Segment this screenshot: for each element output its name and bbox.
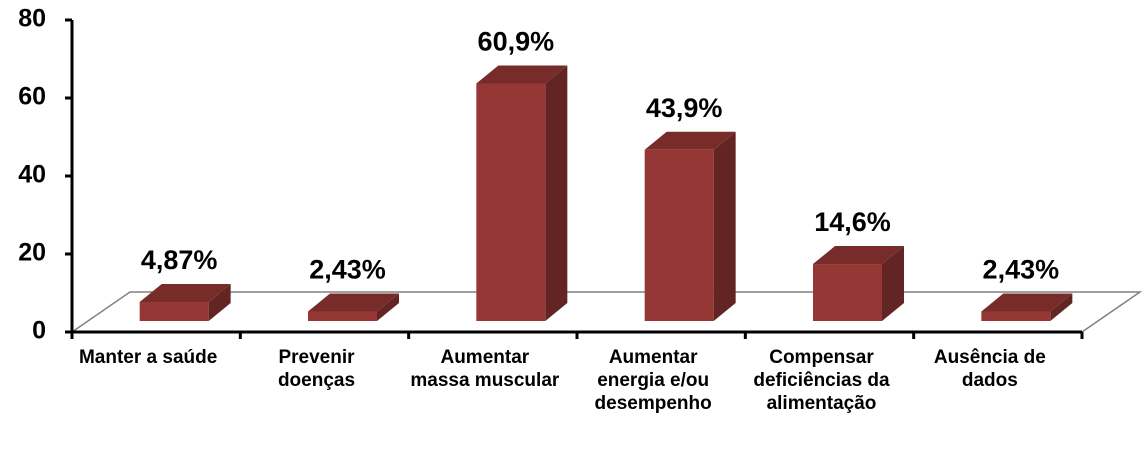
bar [981,311,1051,321]
x-tick-label: Aumentar energia e/ou desempenho [594,347,712,414]
bar [476,83,546,322]
bar-top [139,284,231,303]
bar-top [308,293,399,312]
bar-top [981,293,1073,312]
bar-side [208,284,231,321]
y-tick-label: 40 [18,161,46,189]
x-tick-label: Compensar deficiências da alimentação [753,347,890,414]
data-label: 43,9% [646,93,723,123]
bar-top [476,65,568,84]
bar-side [882,246,904,321]
y-tick-label: 20 [18,239,46,267]
data-label: 60,9% [478,27,555,57]
x-tick-label: Manter a saúde [78,347,218,368]
bar [813,264,882,321]
data-label: 2,43% [309,255,386,285]
data-label: 2,43% [983,255,1060,285]
y-tick-label: 60 [18,83,46,111]
y-tick-label: 80 [18,5,46,33]
bar [139,302,209,321]
bar-side [545,65,568,322]
x-tick-label: Aumentar massa muscular [410,347,560,391]
data-label: 14,6% [814,207,891,237]
bar-top [813,246,904,265]
bar-side [1050,293,1073,321]
data-label: 4,87% [141,245,218,275]
bar-top [644,131,736,150]
bar [308,311,377,321]
y-tick-label: 0 [32,317,46,345]
x-tick-label: Prevenir doenças [277,347,356,391]
bar-side [713,131,736,321]
x-tick-label: Ausência de dados [933,347,1046,391]
bar-side [377,293,399,321]
floor [69,291,1143,333]
bar [644,149,714,321]
